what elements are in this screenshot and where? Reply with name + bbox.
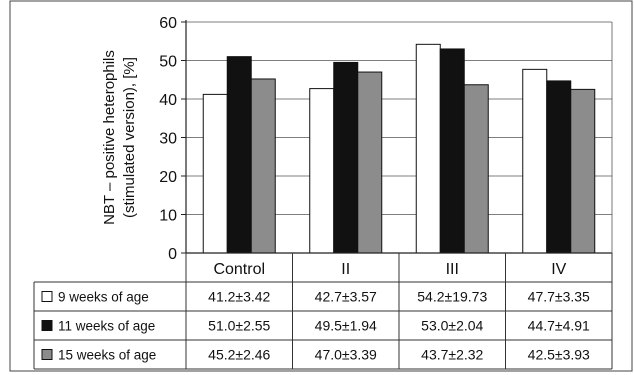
y-axis-label-line: NBT – positive heterophils xyxy=(101,50,118,225)
data-label: 41.2±3.42 xyxy=(208,289,270,305)
bar xyxy=(202,93,228,254)
category-label: IV xyxy=(551,261,566,278)
bars xyxy=(202,43,596,254)
y-tick-label: 40 xyxy=(159,92,177,109)
bar xyxy=(570,88,596,254)
data-label: 51.0±2.55 xyxy=(208,318,270,334)
y-axis-ticks: 0 10 20 30 40 50 60 xyxy=(159,15,186,263)
data-label: 43.7±2.32 xyxy=(421,347,483,363)
category-label: II xyxy=(341,261,350,278)
legend-label: 15 weeks of age xyxy=(58,348,156,363)
bar xyxy=(522,68,548,254)
bar xyxy=(226,56,252,254)
y-tick-label: 50 xyxy=(159,54,177,71)
bar xyxy=(357,71,383,254)
bar xyxy=(415,43,441,254)
category-label: III xyxy=(446,261,459,278)
legend-swatch xyxy=(41,291,53,302)
data-label: 42.7±3.57 xyxy=(315,289,377,305)
y-axis-label-line: (stimulated version), [%] xyxy=(121,57,138,218)
bar xyxy=(439,48,465,254)
bar xyxy=(250,78,276,254)
bar xyxy=(309,88,335,254)
y-axis-label: NBT – positive heterophils (stimulated ve… xyxy=(101,50,138,225)
bar xyxy=(333,61,359,254)
y-tick-label: 30 xyxy=(159,131,177,148)
data-label: 53.0±2.04 xyxy=(421,318,483,334)
legend-swatch xyxy=(41,349,53,360)
data-label: 54.2±19.73 xyxy=(417,289,487,305)
y-tick-label: 0 xyxy=(168,246,177,263)
data-label: 47.0±3.39 xyxy=(315,347,377,363)
legend-label: 11 weeks of age xyxy=(58,319,155,334)
category-label: Control xyxy=(213,261,265,278)
data-label: 44.7±4.91 xyxy=(528,318,590,334)
legend-label: 9 weeks of age xyxy=(58,290,149,305)
bar xyxy=(463,84,489,254)
data-label: 49.5±1.94 xyxy=(315,318,377,334)
data-table: Control II III IV9 weeks of age 41.2±3.42 42.… xyxy=(33,253,613,370)
data-label: 45.2±2.46 xyxy=(208,347,270,363)
y-tick-label: 10 xyxy=(159,208,177,225)
data-label: 42.5±3.93 xyxy=(528,347,590,363)
bar xyxy=(546,80,572,254)
y-tick-label: 20 xyxy=(159,169,177,186)
legend-swatch xyxy=(41,320,53,331)
y-tick-label: 60 xyxy=(159,15,177,32)
data-label: 47.7±3.35 xyxy=(528,289,590,305)
